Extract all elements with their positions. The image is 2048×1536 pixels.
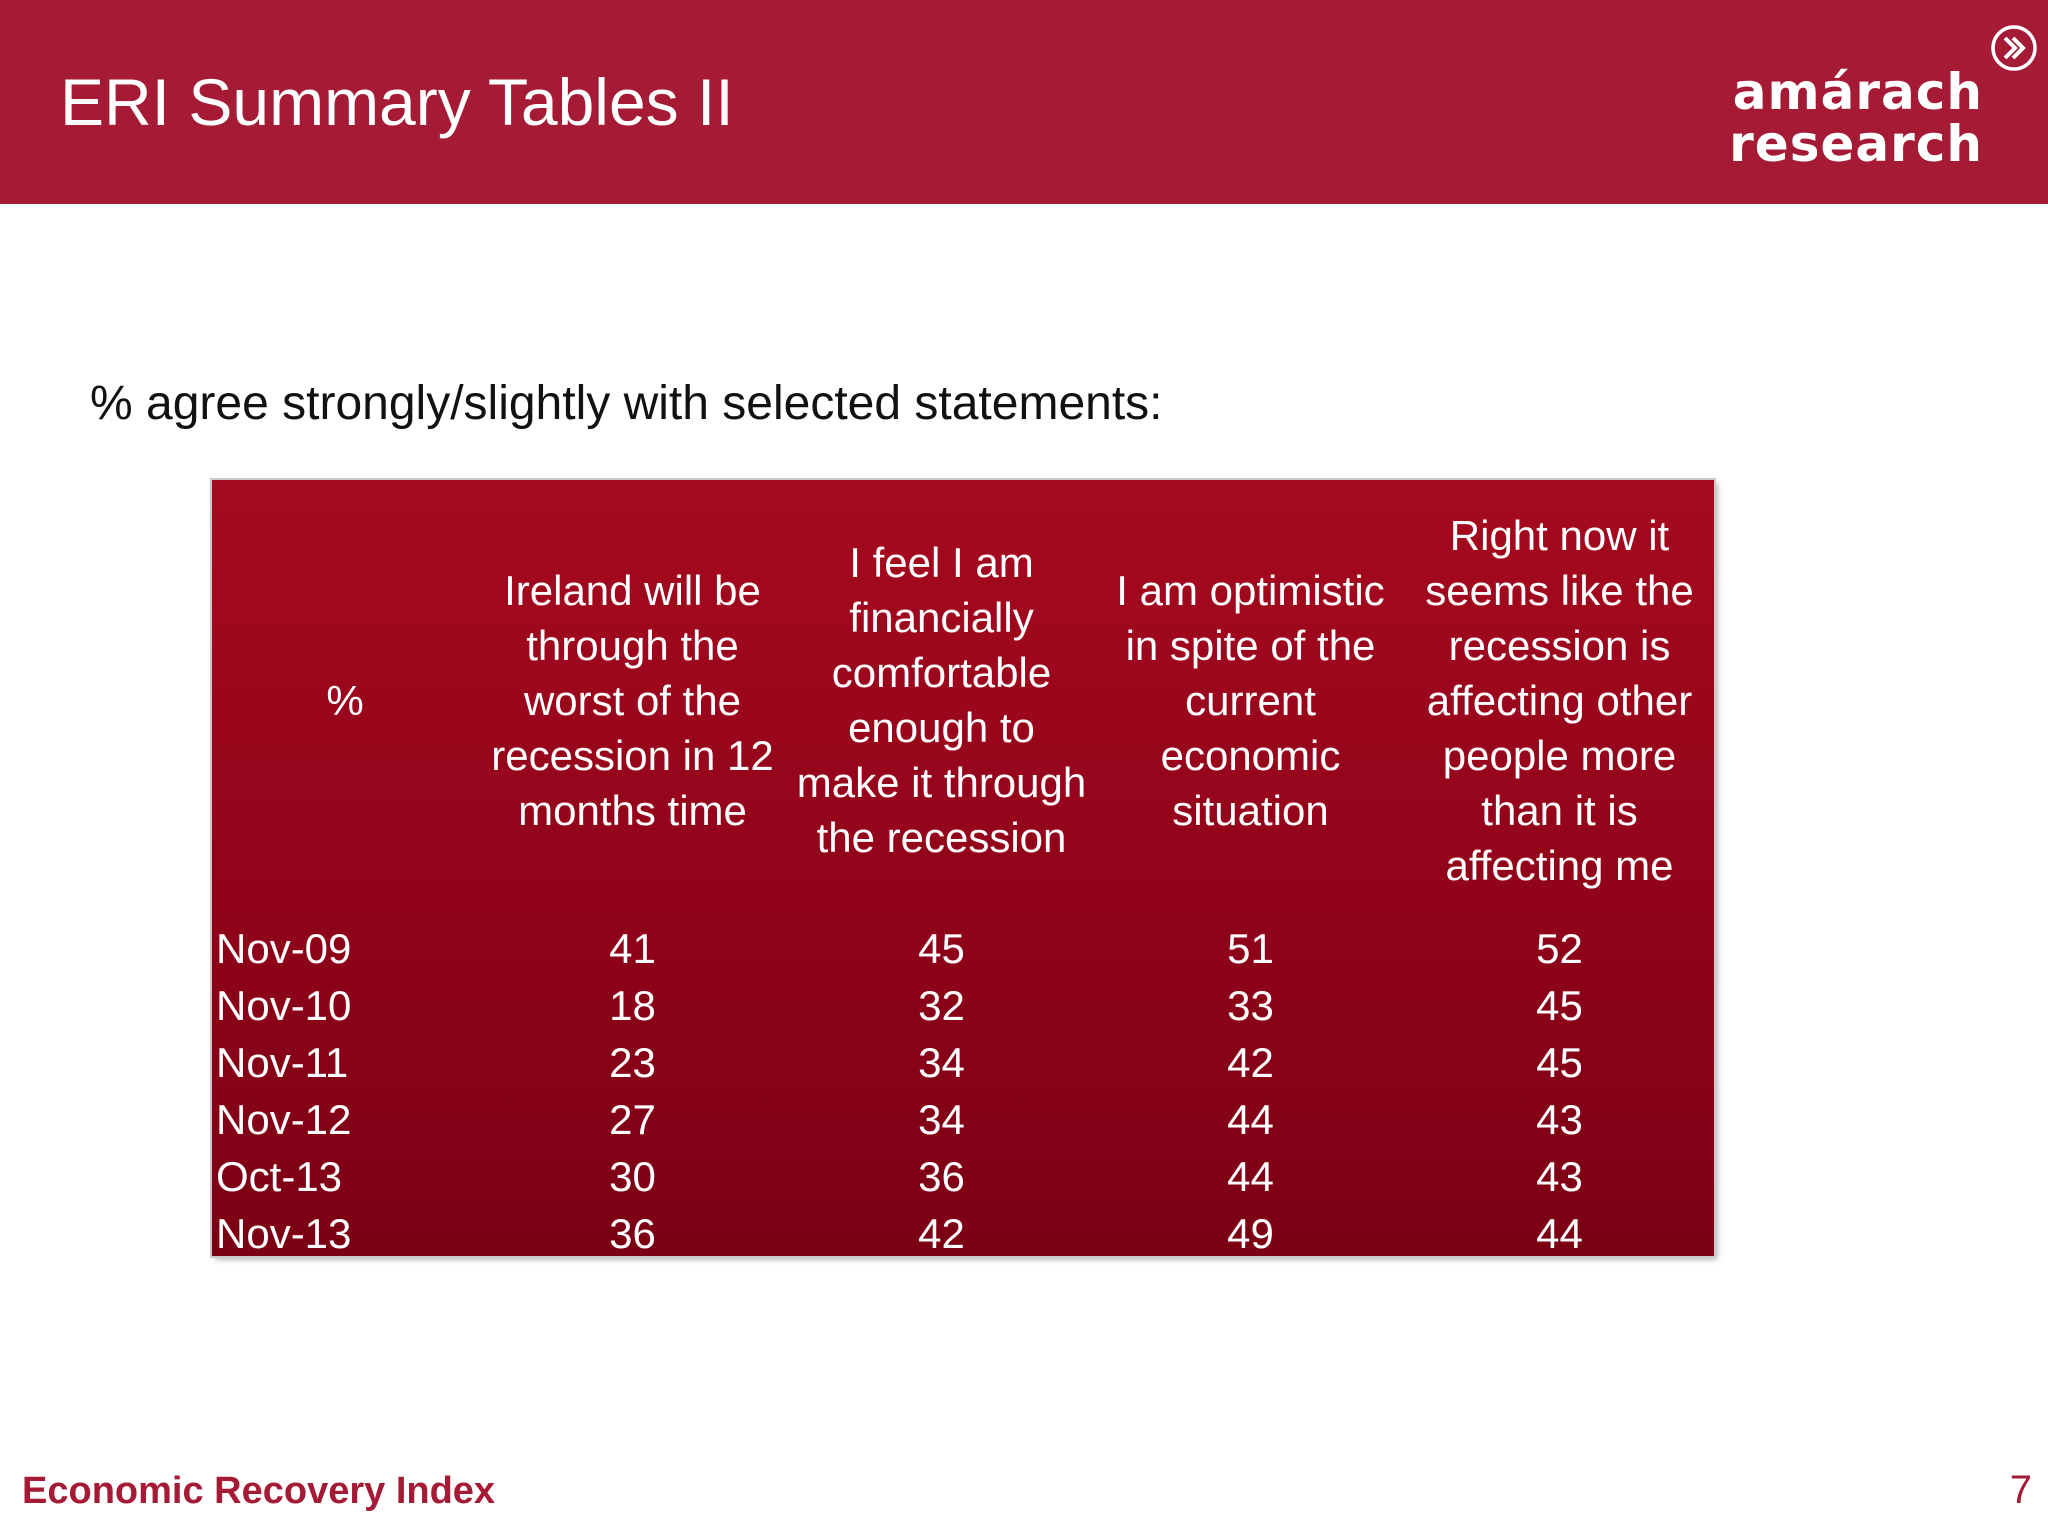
chevron-circle-icon [1991, 25, 2037, 71]
slide-title: ERI Summary Tables II [60, 65, 734, 139]
table-cell: 32 [918, 982, 965, 1029]
row-date: Nov-13 [216, 1210, 352, 1257]
table-cell: 27 [609, 1096, 656, 1143]
corner-header: % [326, 676, 364, 724]
table-cell: 34 [918, 1096, 965, 1143]
slide-subtitle: % agree strongly/slightly with selected … [90, 377, 1163, 430]
table-cell: 49 [1227, 1210, 1274, 1257]
table-cell: 45 [918, 925, 965, 972]
table-cell: 30 [609, 1153, 656, 1200]
table-cell: 45 [1536, 982, 1583, 1029]
table-header-row: % Ireland will be through the worst of t… [212, 480, 1714, 920]
column-header: I am optimistic in spite of the current … [1116, 566, 1385, 834]
table-cell: 42 [918, 1210, 965, 1257]
slide-header: ERI Summary Tables II amárach research [0, 0, 2048, 204]
row-date: Oct-13 [216, 1153, 343, 1200]
column-header: I feel I am financially comfortable enou… [796, 539, 1087, 861]
summary-table: % Ireland will be through the worst of t… [212, 480, 1714, 1262]
logo-text-line2: research [1729, 115, 1983, 173]
table-cell: 45 [1536, 1039, 1583, 1086]
table-row: Nov-10 18 32 33 45 [212, 977, 1714, 1034]
table-row: Oct-13 30 36 44 43 [212, 1148, 1714, 1205]
table-cell: 33 [1227, 982, 1274, 1029]
row-date: Nov-12 [216, 1096, 352, 1143]
amarach-logo: amárach research [1688, 0, 2048, 204]
table-cell: 44 [1227, 1153, 1274, 1200]
table-cell: 36 [918, 1153, 965, 1200]
footer-label: Economic Recovery Index [22, 1470, 496, 1512]
table-row: Nov-13 36 42 49 44 [212, 1205, 1714, 1262]
row-date: Nov-09 [216, 925, 352, 972]
table-cell: 42 [1227, 1039, 1274, 1086]
table-row: Nov-11 23 34 42 45 [212, 1034, 1714, 1091]
table-cell: 44 [1536, 1210, 1583, 1257]
table-cell: 51 [1227, 925, 1274, 972]
table-cell: 36 [609, 1210, 656, 1257]
table-cell: 43 [1536, 1153, 1583, 1200]
table-cell: 18 [609, 982, 656, 1029]
table-cell: 41 [609, 925, 656, 972]
row-date: Nov-10 [216, 982, 352, 1029]
table-cell: 34 [918, 1039, 965, 1086]
page-number: 7 [2009, 1468, 2032, 1512]
row-date: Nov-11 [216, 1039, 349, 1086]
summary-table-panel: % Ireland will be through the worst of t… [210, 478, 1716, 1258]
table-cell: 43 [1536, 1096, 1583, 1143]
column-header: Ireland will be through the worst of the… [491, 566, 774, 834]
table-cell: 23 [609, 1039, 656, 1086]
table-row: Nov-12 27 34 44 43 [212, 1091, 1714, 1148]
table-row: Nov-09 41 45 51 52 [212, 920, 1714, 977]
logo-text-line1: amárach [1732, 63, 1983, 121]
table-cell: 52 [1536, 925, 1583, 972]
column-header: Right now it seems like the recession is… [1425, 511, 1694, 889]
table-cell: 44 [1227, 1096, 1274, 1143]
